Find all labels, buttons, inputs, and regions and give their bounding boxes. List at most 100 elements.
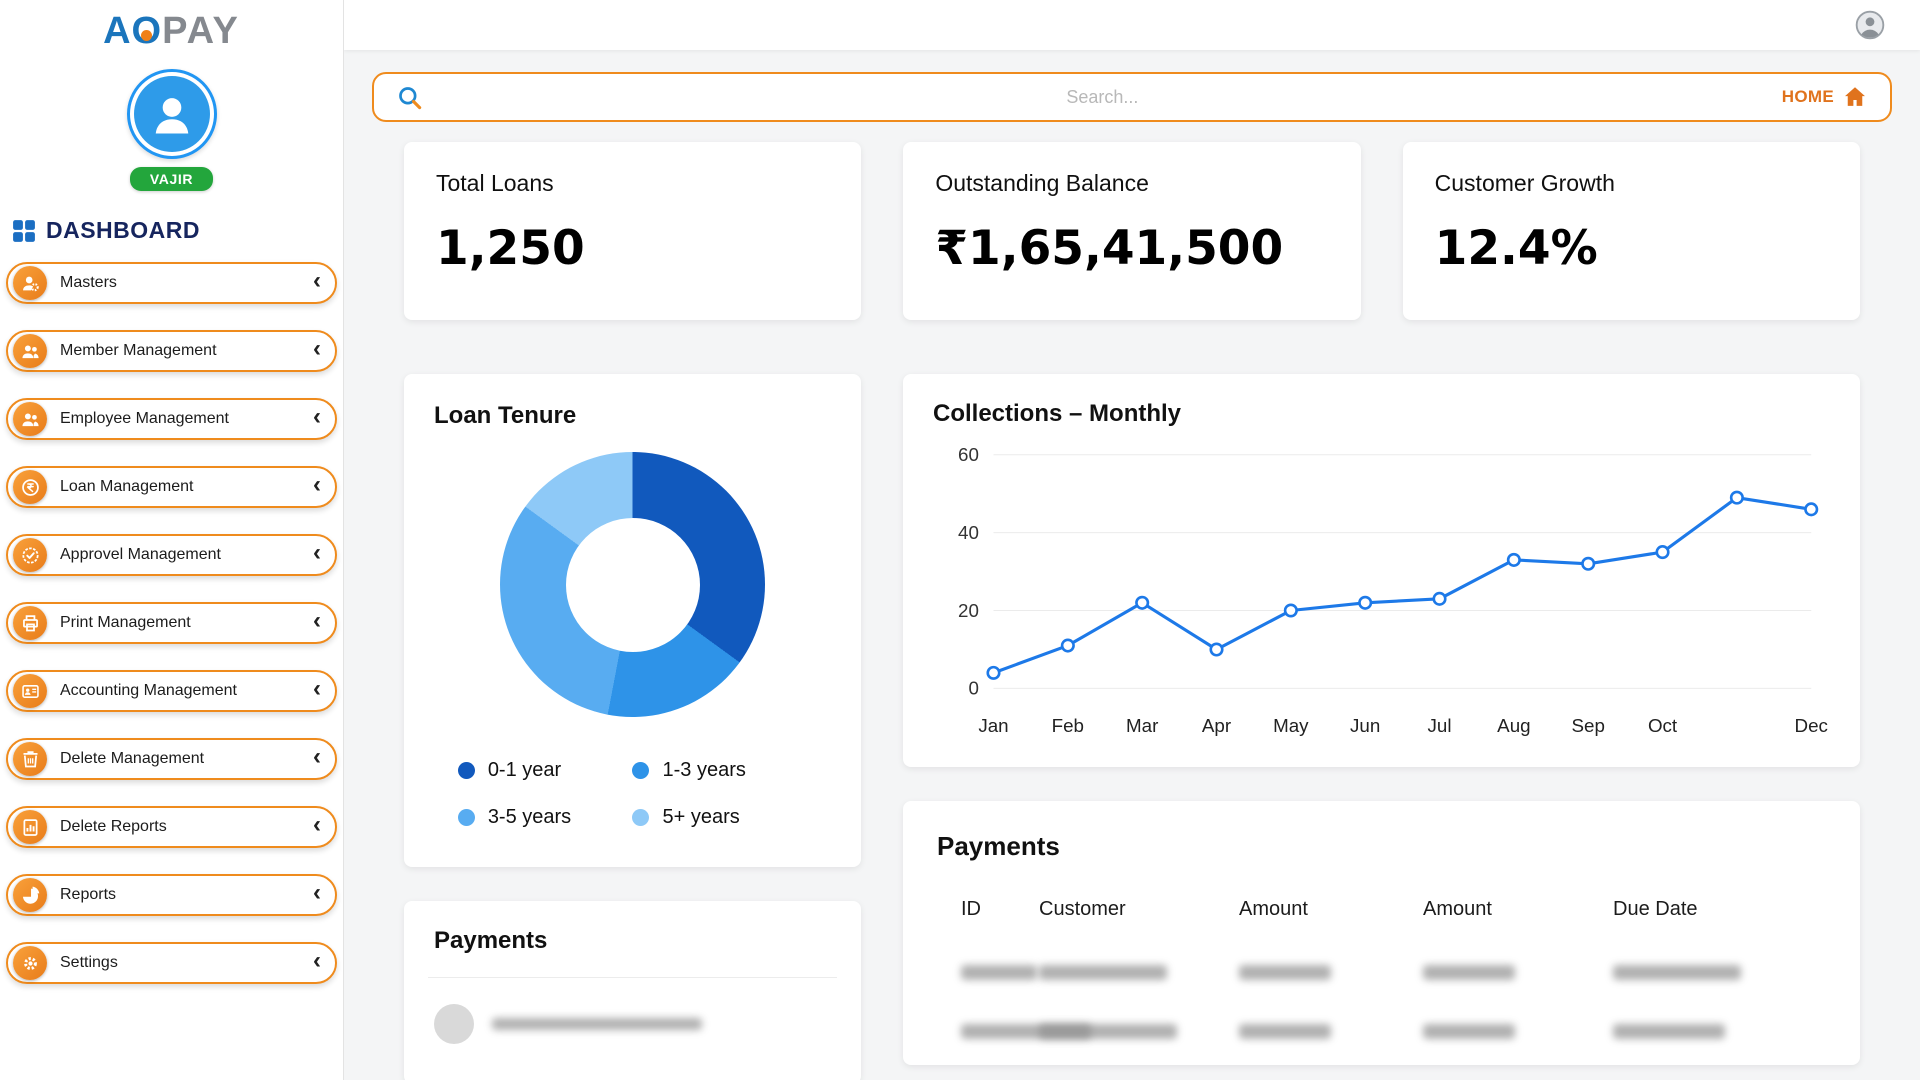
right-column: Collections – Monthly 0 20 40 60 Jan Feb Mar Ap…	[903, 374, 1860, 1065]
sidebar-item-print[interactable]: Print Management ‹	[6, 602, 337, 644]
legend-dot-icon	[632, 762, 650, 779]
sidebar-item-label: Delete Reports	[60, 818, 167, 835]
column-header: Amount	[1423, 897, 1492, 920]
redacted-text	[1039, 1023, 1177, 1039]
sidebar-item-delete-reports[interactable]: Delete Reports ‹	[6, 806, 337, 848]
collections-title: Collections – Monthly	[933, 400, 1182, 427]
sidebar-item-reports[interactable]: Reports ‹	[6, 874, 337, 916]
settings-icon	[13, 946, 47, 980]
sidebar-item-label: Delete Management	[60, 750, 205, 767]
legend-item: 1-3 years	[632, 759, 807, 782]
redacted-text	[1239, 964, 1331, 980]
home-label: HOME	[1781, 87, 1834, 106]
dashboard-grid: Loan Tenure 0-1 year 1-3 years 3-5 years 5+…	[404, 374, 1860, 1080]
logo-text-primary: AO	[103, 10, 163, 52]
sidebar-item-label: Accounting Management	[60, 682, 237, 699]
search-bar: HOME	[372, 72, 1892, 122]
loan-tenure-card: Loan Tenure 0-1 year 1-3 years 3-5 years 5+…	[404, 374, 861, 867]
svg-text:May: May	[1273, 715, 1309, 736]
chevron-left-icon: ‹	[313, 879, 321, 906]
logo-text-secondary: PAY	[162, 10, 240, 52]
payments-table-header-row: ID Customer Amount Amount Due Date	[937, 898, 1826, 921]
left-column: Loan Tenure 0-1 year 1-3 years 3-5 years 5+…	[404, 374, 861, 1080]
stats-row: Total Loans 1,250 Outstanding Balance ₹1…	[404, 142, 1860, 320]
column-header: ID	[961, 897, 981, 920]
sidebar-item-employees[interactable]: Employee Management ‹	[6, 398, 337, 440]
delete-reports-icon	[13, 810, 47, 844]
sidebar-item-delete[interactable]: Delete Management ‹	[6, 738, 337, 780]
sidebar-item-label: Masters	[60, 274, 117, 291]
svg-text:Jul: Jul	[1428, 715, 1452, 736]
user-avatar	[126, 69, 217, 159]
collections-line-chart: 0 20 40 60 Jan Feb Mar Apr May Jun Jul Aug Sep Oct Dec	[958, 444, 1828, 736]
table-row	[937, 964, 1826, 980]
sidebar-item-label: Member Management	[60, 342, 217, 359]
column-header: Amount	[1239, 897, 1308, 920]
redacted-text	[961, 964, 1037, 980]
redacted-cell	[961, 1023, 1091, 1039]
svg-text:60: 60	[958, 444, 979, 465]
chevron-left-icon: ‹	[313, 471, 321, 498]
divider	[428, 977, 837, 978]
sidebar-item-masters[interactable]: Masters ‹	[6, 262, 337, 304]
stat-label: Total Loans	[436, 170, 554, 196]
search-icon	[399, 86, 422, 109]
redacted-text	[1613, 964, 1741, 980]
loan-tenure-title: Loan Tenure	[434, 402, 577, 429]
chevron-left-icon: ‹	[313, 267, 321, 294]
legend-item: 0-1 year	[457, 759, 633, 782]
sidebar-item-approval[interactable]: Approvel Management ‹	[6, 534, 337, 576]
sidebar-menu: Masters ‹ Member Management ‹ Employee Manag…	[0, 250, 343, 984]
svg-text:Apr: Apr	[1202, 715, 1231, 736]
payments-table-card: Payments ID Customer Amount Amount Due Date	[903, 800, 1860, 1065]
legend-item: 3-5 years	[457, 806, 633, 829]
search-input[interactable]	[437, 85, 1768, 109]
payments-list-card: Payments	[404, 901, 861, 1080]
stat-label: Outstanding Balance	[935, 170, 1149, 196]
payment-list-item	[434, 1004, 831, 1044]
sidebar-item-loan[interactable]: Loan Management ‹	[6, 466, 337, 508]
donut-hole	[565, 517, 700, 652]
redacted-text	[1239, 1023, 1331, 1039]
chevron-left-icon: ‹	[313, 607, 321, 634]
sidebar-item-label: Reports	[60, 886, 117, 903]
chevron-left-icon: ‹	[313, 675, 321, 702]
redacted-text	[1423, 964, 1515, 980]
svg-text:Oct: Oct	[1648, 715, 1678, 736]
sidebar-item-label: Loan Management	[60, 478, 194, 495]
sidebar-item-settings[interactable]: Settings ‹	[6, 942, 337, 984]
legend-label: 5+ years	[662, 806, 740, 828]
sidebar-item-accounting[interactable]: Accounting Management ‹	[6, 670, 337, 712]
redacted-cell	[1423, 964, 1613, 980]
legend-label: 0-1 year	[487, 759, 562, 781]
legend-dot-icon	[632, 809, 650, 826]
column-header: Customer	[1039, 897, 1126, 920]
accounting-icon	[13, 674, 47, 708]
sidebar-item-label: Employee Management	[60, 410, 229, 427]
svg-text:20: 20	[958, 600, 979, 621]
redacted-text	[1039, 964, 1167, 980]
sidebar: AO PAY VAJIR DASHBOARD Masters ‹ Member Ma…	[0, 0, 344, 1080]
chevron-left-icon: ‹	[313, 335, 321, 362]
legend-dot-icon	[457, 809, 475, 826]
stat-card-customer-growth: Customer Growth 12.4%	[1402, 142, 1860, 320]
payments-table-title: Payments	[937, 830, 1060, 861]
logo-orange-dot-icon	[141, 29, 153, 41]
top-strip	[344, 0, 1920, 50]
payer-avatar	[434, 1004, 474, 1044]
sidebar-item-members[interactable]: Member Management ‹	[6, 330, 337, 372]
home-button[interactable]: HOME	[1782, 84, 1868, 110]
svg-text:Dec: Dec	[1795, 715, 1828, 736]
main-area: HOME Total Loans 1,250 Outstanding Balan…	[344, 0, 1920, 1080]
sidebar-item-label: Approvel Management	[60, 546, 221, 563]
stat-label: Customer Growth	[1434, 170, 1615, 196]
svg-text:Jun: Jun	[1350, 715, 1380, 736]
stat-value: ₹1,65,41,500	[935, 221, 1284, 276]
svg-text:40: 40	[958, 522, 979, 543]
payments-list-title: Payments	[434, 927, 548, 954]
redacted-cell	[1423, 1023, 1613, 1039]
svg-text:Sep: Sep	[1572, 715, 1605, 736]
redacted-cell	[1613, 964, 1826, 980]
svg-text:Jan: Jan	[978, 715, 1008, 736]
profile-icon[interactable]	[1854, 9, 1886, 41]
